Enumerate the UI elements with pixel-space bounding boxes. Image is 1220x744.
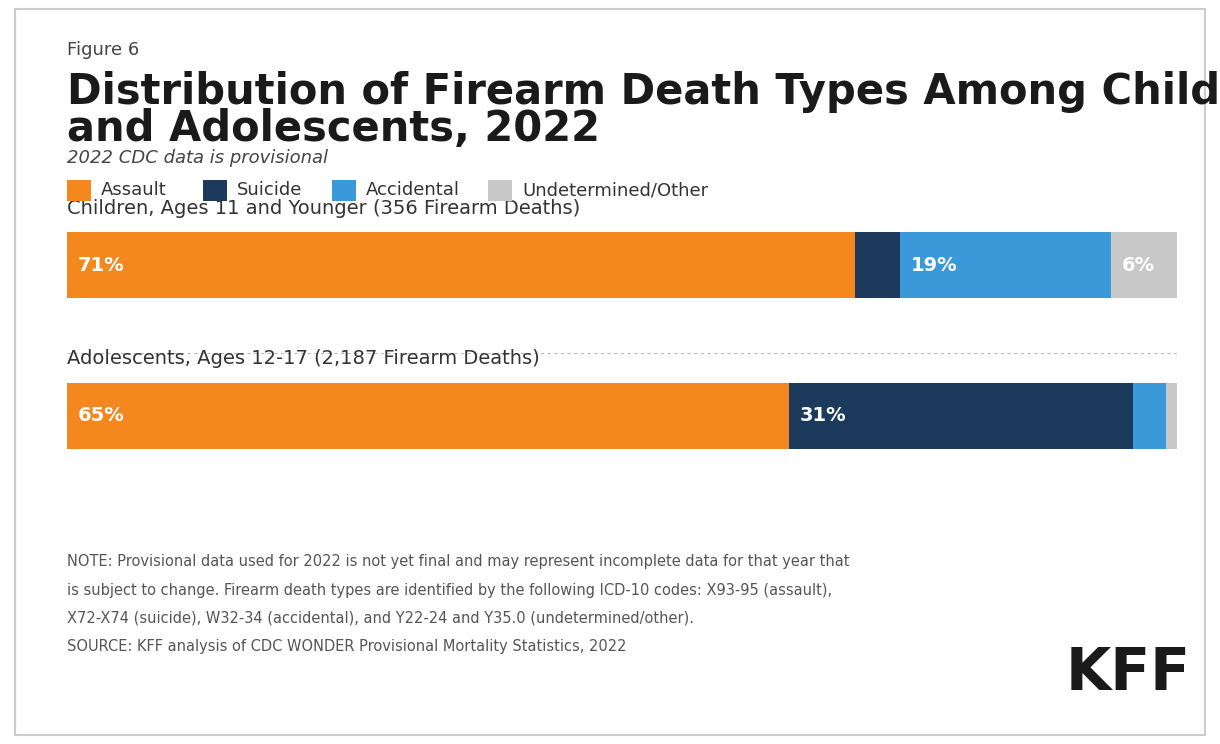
Bar (67, 232, 855, 298)
Text: 65%: 65% (78, 406, 124, 425)
Text: KFF: KFF (1066, 645, 1191, 702)
Bar (855, 232, 900, 298)
Bar (900, 232, 1110, 298)
Text: Suicide: Suicide (237, 182, 303, 199)
Text: 2022 CDC data is provisional: 2022 CDC data is provisional (67, 149, 328, 167)
Bar (67, 382, 788, 449)
Text: 71%: 71% (78, 256, 124, 275)
Text: Assault: Assault (101, 182, 167, 199)
Text: 6%: 6% (1122, 256, 1155, 275)
Text: is subject to change. Firearm death types are identified by the following ICD-10: is subject to change. Firearm death type… (67, 583, 832, 597)
Text: Distribution of Firearm Death Types Among Children: Distribution of Firearm Death Types Amon… (67, 71, 1220, 112)
Bar (1133, 382, 1166, 449)
Text: 31%: 31% (800, 406, 847, 425)
Text: NOTE: Provisional data used for 2022 is not yet final and may represent incomple: NOTE: Provisional data used for 2022 is … (67, 554, 849, 569)
Text: 19%: 19% (911, 256, 958, 275)
Text: X72-X74 (suicide), W32-34 (accidental), and Y22-24 and Y35.0 (undetermined/other: X72-X74 (suicide), W32-34 (accidental), … (67, 611, 694, 626)
Text: Adolescents, Ages 12-17 (2,187 Firearm Deaths): Adolescents, Ages 12-17 (2,187 Firearm D… (67, 349, 539, 368)
Bar (788, 382, 1133, 449)
Text: and Adolescents, 2022: and Adolescents, 2022 (67, 108, 600, 150)
Bar (1166, 382, 1177, 449)
Text: SOURCE: KFF analysis of CDC WONDER Provisional Mortality Statistics, 2022: SOURCE: KFF analysis of CDC WONDER Provi… (67, 639, 627, 654)
Text: Children, Ages 11 and Younger (356 Firearm Deaths): Children, Ages 11 and Younger (356 Firea… (67, 199, 581, 218)
Text: Accidental: Accidental (366, 182, 460, 199)
Text: Undetermined/Other: Undetermined/Other (522, 182, 709, 199)
Text: Figure 6: Figure 6 (67, 41, 139, 59)
Bar (1110, 232, 1177, 298)
